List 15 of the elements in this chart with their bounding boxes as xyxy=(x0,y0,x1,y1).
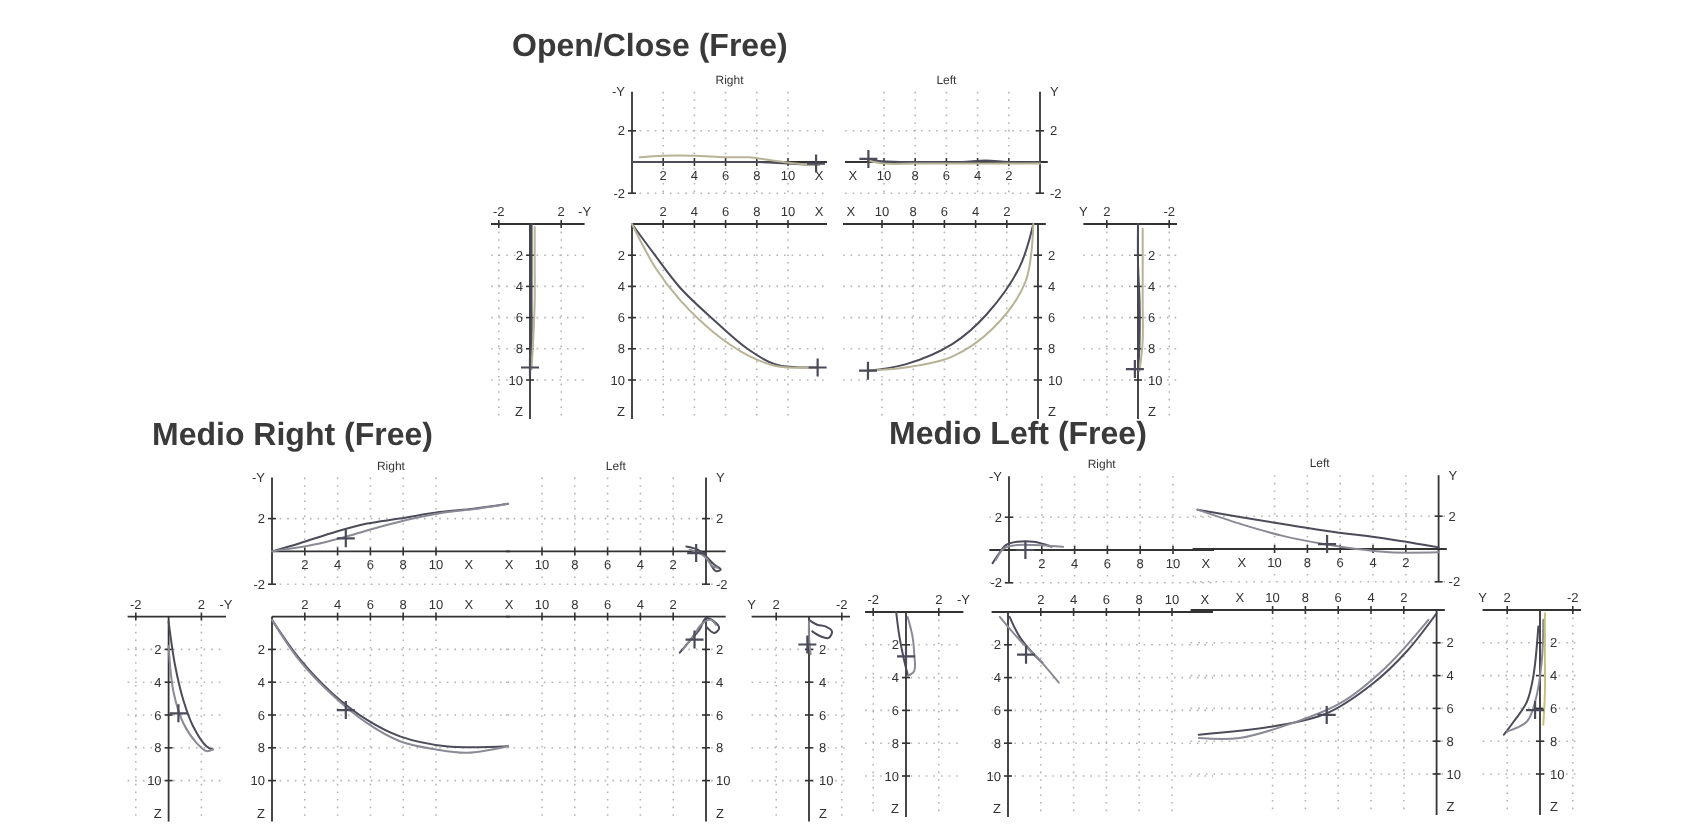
line-series xyxy=(895,611,909,676)
line-series xyxy=(1506,618,1545,733)
chart-title: Medio Right (Free) xyxy=(152,419,433,454)
line-series xyxy=(1542,612,1547,726)
line-series xyxy=(1502,625,1540,736)
line-series xyxy=(994,543,1065,561)
line-series xyxy=(866,223,1035,372)
chart-title: Medio Left (Free) xyxy=(889,418,1147,452)
line-series xyxy=(167,620,214,751)
chart-title: Open/Close (Free) xyxy=(512,30,788,64)
line-series xyxy=(998,615,1060,684)
line-series xyxy=(808,618,833,640)
line-series xyxy=(906,615,917,677)
line-series xyxy=(167,645,214,753)
line-series xyxy=(991,540,1053,565)
